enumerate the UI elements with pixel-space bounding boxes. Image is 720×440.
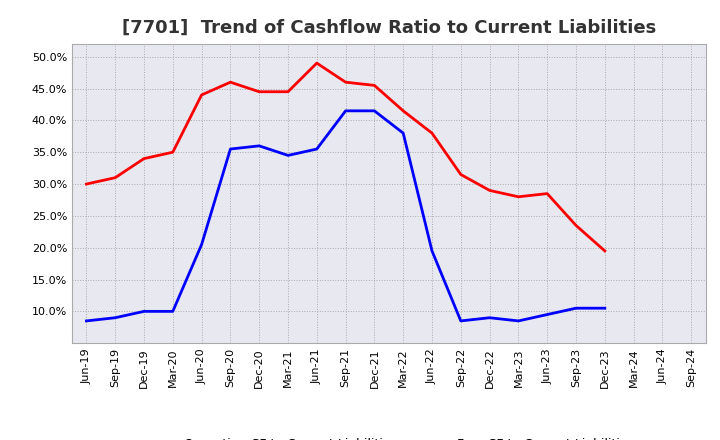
Free CF to Current Liabilities	[600, 305, 609, 311]
Free CF to Current Liabilities	[197, 242, 206, 247]
Free CF to Current Liabilities	[312, 147, 321, 152]
Operating CF to Current Liabilities	[514, 194, 523, 199]
Free CF to Current Liabilities	[428, 248, 436, 253]
Operating CF to Current Liabilities	[485, 188, 494, 193]
Operating CF to Current Liabilities	[82, 181, 91, 187]
Free CF to Current Liabilities	[485, 315, 494, 320]
Free CF to Current Liabilities	[370, 108, 379, 114]
Operating CF to Current Liabilities	[428, 131, 436, 136]
Operating CF to Current Liabilities	[600, 248, 609, 253]
Free CF to Current Liabilities	[255, 143, 264, 148]
Operating CF to Current Liabilities	[255, 89, 264, 95]
Free CF to Current Liabilities	[284, 153, 292, 158]
Operating CF to Current Liabilities	[370, 83, 379, 88]
Free CF to Current Liabilities	[111, 315, 120, 320]
Legend: Operating CF to Current Liabilities, Free CF to Current Liabilities: Operating CF to Current Liabilities, Fre…	[138, 433, 639, 440]
Operating CF to Current Liabilities	[284, 89, 292, 95]
Free CF to Current Liabilities	[82, 318, 91, 323]
Line: Free CF to Current Liabilities: Free CF to Current Liabilities	[86, 111, 605, 321]
Operating CF to Current Liabilities	[572, 223, 580, 228]
Free CF to Current Liabilities	[543, 312, 552, 317]
Free CF to Current Liabilities	[456, 318, 465, 323]
Free CF to Current Liabilities	[399, 131, 408, 136]
Line: Operating CF to Current Liabilities: Operating CF to Current Liabilities	[86, 63, 605, 251]
Operating CF to Current Liabilities	[399, 108, 408, 114]
Operating CF to Current Liabilities	[341, 80, 350, 85]
Free CF to Current Liabilities	[341, 108, 350, 114]
Operating CF to Current Liabilities	[168, 150, 177, 155]
Operating CF to Current Liabilities	[111, 175, 120, 180]
Operating CF to Current Liabilities	[140, 156, 148, 161]
Title: [7701]  Trend of Cashflow Ratio to Current Liabilities: [7701] Trend of Cashflow Ratio to Curren…	[122, 19, 656, 37]
Free CF to Current Liabilities	[226, 147, 235, 152]
Operating CF to Current Liabilities	[197, 92, 206, 98]
Free CF to Current Liabilities	[140, 309, 148, 314]
Free CF to Current Liabilities	[514, 318, 523, 323]
Operating CF to Current Liabilities	[456, 172, 465, 177]
Operating CF to Current Liabilities	[312, 60, 321, 66]
Operating CF to Current Liabilities	[226, 80, 235, 85]
Free CF to Current Liabilities	[572, 305, 580, 311]
Free CF to Current Liabilities	[168, 309, 177, 314]
Operating CF to Current Liabilities	[543, 191, 552, 196]
